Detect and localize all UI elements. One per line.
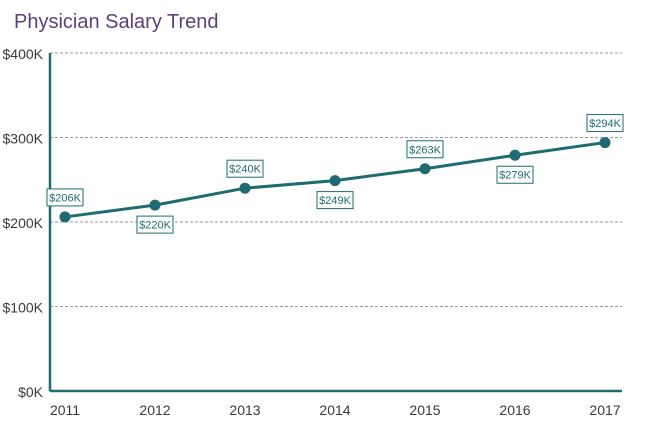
data-points [59,137,611,223]
axes [48,53,622,393]
data-point [239,182,251,194]
data-label: $240K [226,159,264,178]
data-label: $206K [46,188,84,207]
y-tick-label: $400K [3,46,44,62]
data-label-text: $206K [49,192,81,204]
data-label-box [316,191,354,210]
data-label: $220K [136,215,174,234]
chart-title: Physician Salary Trend [14,11,219,33]
data-label-box [136,215,174,234]
y-tick-label: $300K [3,131,44,147]
data-label-box [226,159,264,178]
data-label-text: $279K [499,170,531,182]
data-label: $263K [406,140,444,159]
data-point [509,149,521,161]
y-tick-label: $0K [18,384,44,400]
data-labels: $206K $220K $240K $249K $263K $279K $294K [46,114,624,234]
x-tick-label: 2016 [499,402,530,418]
x-tick-label: 2011 [50,402,80,418]
data-label-box [586,114,624,133]
data-label: $279K [496,165,534,184]
data-label-text: $263K [409,144,441,156]
data-point [599,137,611,149]
y-axis-tick-labels: $0K $100K $200K $300K $400K [3,46,44,400]
data-label-text: $294K [589,118,621,130]
data-label-box [496,165,534,184]
data-label: $249K [316,191,354,210]
data-label: $294K [586,114,624,133]
x-axis-tick-labels: 2011 2012 2013 2014 2015 2016 2017 [50,402,621,418]
data-label-box [46,188,84,207]
data-label-box [406,140,444,159]
data-label-text: $220K [139,220,171,232]
x-tick-label: 2014 [319,402,350,418]
data-point [419,163,431,175]
x-tick-label: 2017 [589,402,620,418]
y-tick-label: $200K [3,215,44,231]
data-point [149,199,161,211]
data-label-text: $240K [229,164,261,176]
x-tick-label: 2013 [229,402,260,418]
data-point [59,211,71,223]
x-tick-label: 2012 [139,402,170,418]
data-point [329,175,341,187]
y-tick-label: $100K [3,300,44,316]
x-tick-label: 2015 [409,402,440,418]
data-label-text: $249K [319,195,351,207]
